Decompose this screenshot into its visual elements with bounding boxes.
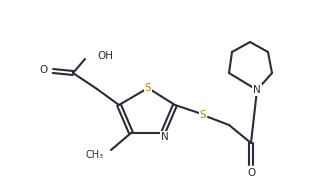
Text: CH₃: CH₃: [86, 150, 104, 160]
Text: OH: OH: [97, 51, 113, 61]
Text: S: S: [145, 83, 151, 93]
Text: N: N: [161, 132, 169, 142]
Text: O: O: [247, 168, 255, 178]
Text: S: S: [200, 110, 206, 120]
Text: O: O: [40, 65, 48, 75]
Text: N: N: [253, 85, 261, 95]
